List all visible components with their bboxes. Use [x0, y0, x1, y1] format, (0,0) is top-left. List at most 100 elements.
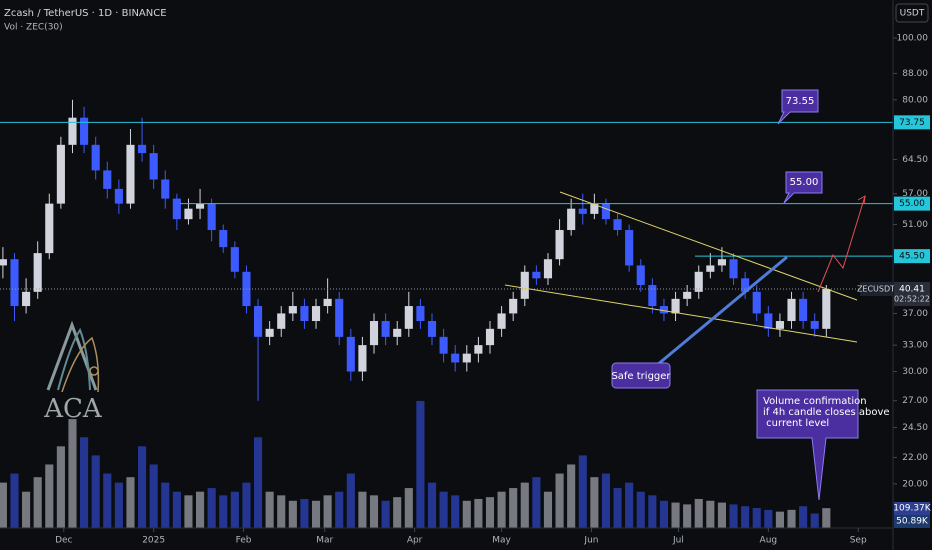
volume-bar: [346, 473, 355, 528]
volume-bar: [230, 491, 239, 528]
volume-pane: [0, 400, 831, 528]
volume-ma-box: [894, 515, 930, 528]
candle-body: [68, 117, 77, 145]
candle-body: [613, 219, 622, 231]
volume-bar: [427, 482, 437, 528]
callout: 55.00: [783, 171, 823, 204]
level-box: [894, 249, 930, 264]
candle-body: [381, 321, 390, 337]
projection-head: [857, 195, 866, 205]
y-tick-label: 88.00: [902, 69, 928, 79]
volume-bar: [33, 477, 42, 528]
trendline: [504, 284, 858, 343]
callout: Volume confirmation if 4h candle closes a…: [756, 389, 890, 501]
volume-bar: [822, 508, 831, 528]
x-tick-label: May: [492, 536, 511, 546]
y-tick-label: 33.00: [902, 341, 928, 351]
volume-bar: [138, 446, 147, 528]
volume-bar: [799, 506, 808, 528]
candle-body: [509, 298, 518, 314]
candle-body: [683, 291, 692, 299]
y-tick-label: 30.00: [902, 367, 928, 377]
candle-body: [288, 306, 297, 314]
trendline: [559, 191, 858, 301]
candle-body: [775, 321, 784, 329]
volume-bar: [56, 446, 65, 528]
candle-body: [22, 291, 31, 307]
candle-body: [752, 291, 761, 314]
y-tick-label: 80.00: [902, 95, 928, 105]
volume-bar: [752, 508, 761, 528]
x-tick-label: Jul: [672, 536, 684, 546]
volume-bar: [114, 482, 123, 528]
candle-body: [694, 271, 703, 292]
callout-text: Volume confirmation if 4h candle closes a…: [763, 396, 890, 429]
y-tick-label: 100.00: [897, 33, 929, 43]
candle-body: [729, 259, 738, 279]
candle-body: [799, 298, 808, 322]
candle-body: [300, 306, 309, 322]
volume-bar: [358, 491, 367, 528]
callout-text: Safe trigger: [611, 371, 671, 382]
candle-body: [741, 278, 750, 292]
candle-body: [230, 247, 239, 272]
candle-body: [567, 208, 576, 231]
candle-body: [335, 298, 344, 337]
volume-bar: [184, 495, 193, 528]
y-tick-label: 24.50: [902, 423, 928, 433]
volume-bar: [369, 495, 379, 528]
x-tick-label: Feb: [236, 536, 252, 546]
candle-body: [10, 259, 19, 307]
volume-bar: [520, 482, 529, 528]
candle-body: [601, 203, 611, 220]
volume-bar: [613, 488, 622, 528]
candle-body: [56, 144, 65, 204]
candle-body: [555, 230, 564, 260]
volume-bar: [219, 495, 228, 528]
volume-bar: [509, 488, 518, 528]
callout-text: 55.00: [790, 177, 819, 188]
volume-bar: [288, 500, 297, 528]
callout: 73.55: [777, 89, 819, 125]
volume-bar: [741, 506, 750, 528]
candle-body: [578, 208, 587, 214]
projection: [817, 195, 866, 293]
volume-bar: [810, 513, 819, 528]
candle-body: [462, 353, 471, 363]
volume-bar: [335, 491, 344, 528]
candle-body: [369, 321, 379, 346]
volume-bar: [253, 437, 263, 528]
callout-line: Volume confirmation: [763, 396, 867, 407]
volume-bar: [126, 477, 135, 528]
volume-bar: [543, 491, 553, 528]
volume-bar: [683, 504, 692, 528]
candle-body: [822, 289, 831, 329]
volume-bar: [485, 497, 495, 528]
y-tick-label: 64.50: [902, 155, 928, 165]
candle-body: [33, 253, 42, 292]
candle-body: [636, 265, 645, 285]
volume-bar: [636, 491, 645, 528]
volume-bar: [578, 455, 587, 528]
candle-body: [810, 321, 819, 329]
level-box: [894, 115, 930, 130]
candle-body: [126, 144, 135, 204]
candle-body: [590, 203, 599, 214]
callout-line: current level: [763, 418, 829, 429]
volume-ma-label: 50.89K: [896, 517, 929, 527]
candle-body: [543, 259, 553, 279]
volume-bar: [91, 455, 100, 528]
volume-bar: [381, 500, 390, 528]
volume-bar: [764, 509, 773, 528]
volume-bar: [497, 491, 506, 528]
level-box: [894, 196, 930, 211]
volume-bar: [80, 437, 89, 528]
candle-body: [138, 144, 147, 154]
y-tick-label: 37.00: [902, 309, 928, 319]
currency: USDT: [900, 9, 925, 19]
candle-body: [253, 306, 263, 337]
x-tick-label: Sep: [850, 536, 867, 546]
volume-bar: [532, 477, 541, 528]
candle-body: [671, 298, 680, 314]
candle-body: [207, 203, 216, 231]
